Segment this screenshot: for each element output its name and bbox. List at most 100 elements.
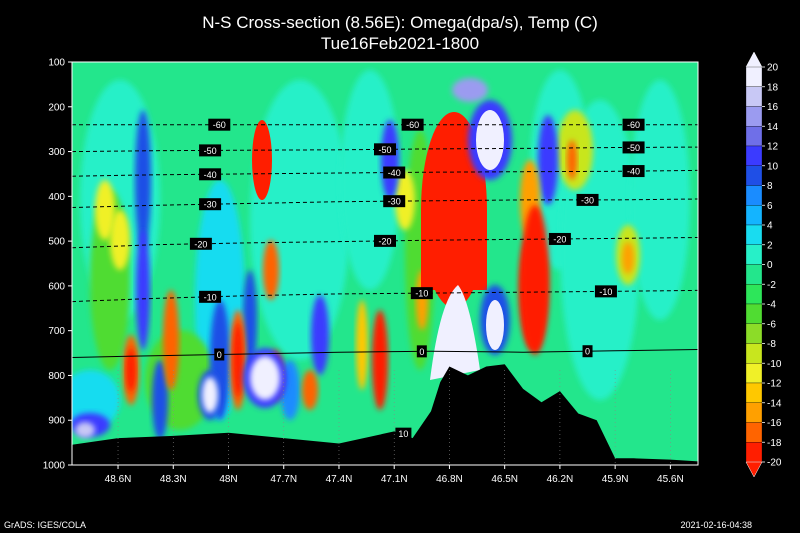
isotherm-label: -60 xyxy=(406,120,419,130)
isotherm-label: -40 xyxy=(627,167,640,177)
colorbar-swatch xyxy=(745,126,763,147)
isotherm-label: -20 xyxy=(194,239,207,249)
omega-blob xyxy=(152,360,168,440)
isotherm-label: -10 xyxy=(599,287,612,297)
x-tick-label: 47.7N xyxy=(270,474,297,485)
isotherm-label-bg xyxy=(383,166,406,179)
omega-core-white xyxy=(476,110,504,170)
colorbar-swatch xyxy=(745,66,763,87)
omega-blob xyxy=(356,300,368,390)
isotherm-label: -20 xyxy=(378,236,391,246)
x-tick-label: 47.1N xyxy=(381,474,408,485)
colorbar-label: 12 xyxy=(767,142,779,153)
isotherm-label: -30 xyxy=(388,197,401,207)
omega-blob xyxy=(95,180,115,240)
y-tick-label: 800 xyxy=(48,371,65,382)
colorbar-label: 2 xyxy=(767,240,773,251)
colorbar-swatch xyxy=(745,323,763,344)
colorbar-label: -4 xyxy=(767,300,776,311)
isotherm-label: -60 xyxy=(213,120,226,130)
isotherm-label: -40 xyxy=(204,170,217,180)
colorbar-label: -16 xyxy=(767,418,782,429)
colorbar-swatch xyxy=(745,284,763,305)
omega-core-red xyxy=(521,205,549,355)
isotherm-label: -30 xyxy=(581,195,594,205)
colorbar-swatch xyxy=(745,165,763,186)
isotherm-label-bg xyxy=(199,144,222,157)
footer-credit: GrADS: IGES/COLA xyxy=(4,520,87,530)
isotherm-label: -50 xyxy=(204,146,217,156)
omega-blob xyxy=(135,110,151,250)
y-tick-label: 400 xyxy=(48,192,65,203)
omega-blob xyxy=(75,422,95,438)
colorbar-swatch xyxy=(745,185,763,206)
omega-core-red xyxy=(421,210,487,290)
x-tick-label: 48.6N xyxy=(105,474,132,485)
isotherm-label: -20 xyxy=(553,234,566,244)
omega-blob xyxy=(630,80,690,320)
isotherm-line xyxy=(72,146,698,153)
isotherm-line xyxy=(72,198,698,208)
y-tick-label: 300 xyxy=(48,147,65,158)
omega-blob xyxy=(372,310,388,410)
omega-blob xyxy=(311,295,329,375)
y-tick-label: 600 xyxy=(48,281,65,292)
isotherm-label-bg xyxy=(622,165,645,178)
isotherm-label: -40 xyxy=(388,168,401,178)
omega-blob xyxy=(250,356,280,400)
colorbar-label: 20 xyxy=(767,63,779,74)
colorbar-label: -12 xyxy=(767,379,782,390)
plot-area: -60 -60 -60 -50 -50 -50 -40 -40 -40 -30 -30 -30 -20 -… xyxy=(72,62,698,465)
isotherm-label-bg xyxy=(214,348,225,361)
y-tick-label: 1000 xyxy=(43,461,66,472)
omega-blob xyxy=(233,322,243,398)
colorbar-label: -18 xyxy=(767,438,782,449)
colorbar-label: -2 xyxy=(767,280,776,291)
colorbar-swatch xyxy=(745,303,763,324)
isotherm-label: -10 xyxy=(415,289,428,299)
y-tick-label: 700 xyxy=(48,326,65,337)
omega-blob xyxy=(163,290,179,390)
isotherm-label-bg xyxy=(548,232,571,245)
omega-blob xyxy=(243,270,257,370)
isotherm-label-bg xyxy=(576,193,599,206)
colorbar-label: 4 xyxy=(767,221,773,232)
y-tick-label: 100 xyxy=(48,58,65,69)
colorbar-label: -14 xyxy=(767,398,782,409)
colorbar-swatch xyxy=(745,106,763,127)
footer-timestamp: 2021-02-16-04:38 xyxy=(680,520,752,530)
colorbar-swatch xyxy=(745,224,763,245)
colorbar-swatch xyxy=(745,402,763,423)
isotherm-label: -50 xyxy=(627,143,640,153)
colorbar-arrow-top xyxy=(745,51,763,68)
colorbar-label: 14 xyxy=(767,122,779,133)
isotherm-label-bg xyxy=(401,118,424,131)
x-tick-label: 46.2N xyxy=(547,474,574,485)
plot-frame xyxy=(71,61,699,466)
x-tick-label: 46.8N xyxy=(436,474,463,485)
isotherm-label-bg xyxy=(208,118,231,131)
isotherm-line xyxy=(72,169,698,177)
omega-core-white xyxy=(430,285,480,380)
colorbar-label: 18 xyxy=(767,82,779,93)
x-tick-label: 48N xyxy=(219,474,237,485)
terrain xyxy=(72,364,698,465)
isotherm-label: -10 xyxy=(204,292,217,302)
colorbar-label: 6 xyxy=(767,201,773,212)
omega-core-red xyxy=(252,120,272,200)
isotherm-label-bg xyxy=(199,168,222,181)
colorbar-label: -20 xyxy=(767,458,782,469)
isotherm-line xyxy=(72,349,698,358)
y-tick-label: 900 xyxy=(48,416,65,427)
isotherm-label-bg xyxy=(199,290,222,303)
isotherm-label-bg xyxy=(374,143,396,156)
isotherm-label: 0 xyxy=(585,347,590,357)
colorbar-swatch xyxy=(745,205,763,226)
x-tick-label: 48.3N xyxy=(160,474,187,485)
colorbar-swatch xyxy=(745,382,763,403)
omega-blob xyxy=(110,210,130,270)
isotherm-label-bg xyxy=(189,237,212,250)
isotherm-line xyxy=(72,237,698,249)
isotherm-label-bg xyxy=(594,285,617,298)
x-tick-label: 45.6N xyxy=(657,474,684,485)
